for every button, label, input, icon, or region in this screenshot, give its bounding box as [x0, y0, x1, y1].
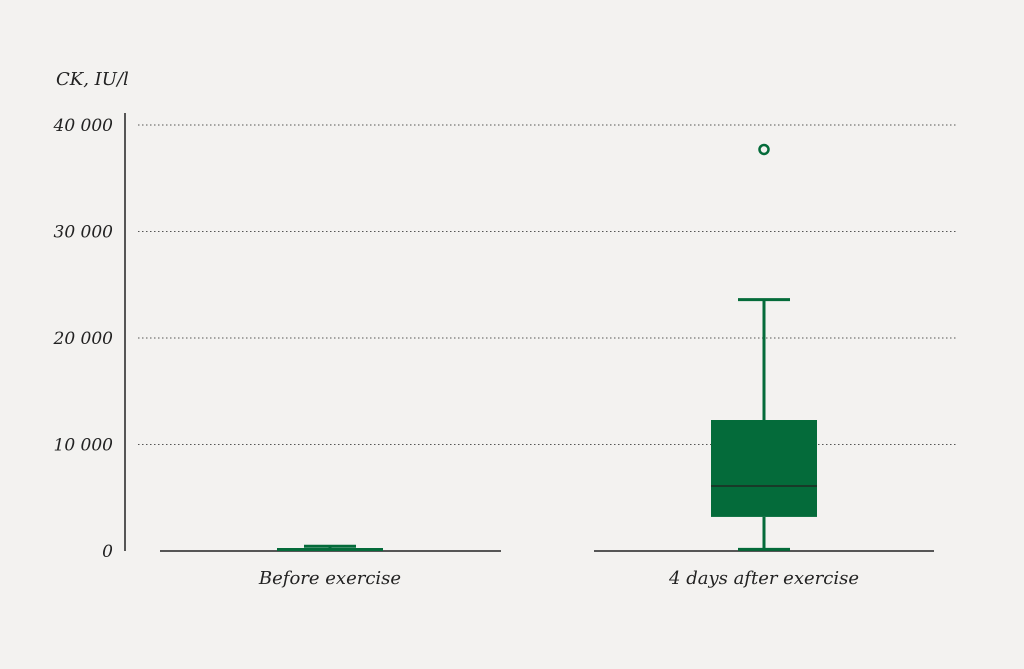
category-labels: Before exercise 4 days after exercise — [258, 568, 859, 589]
boxes — [277, 143, 817, 551]
gridlines — [138, 124, 957, 445]
y-tick-label: 0 — [102, 542, 113, 562]
y-tick-label: 10 000 — [54, 436, 114, 456]
y-tick-label: 20 000 — [53, 329, 114, 349]
y-tick-label: 30 000 — [54, 223, 114, 243]
box-group — [711, 143, 817, 551]
y-axis-label: CK, IU/l — [56, 69, 129, 90]
box-group — [277, 544, 383, 551]
category-label: 4 days after exercise — [668, 568, 859, 589]
iqr-box — [711, 420, 817, 517]
y-tick-label: 40 000 — [53, 116, 114, 136]
category-label: Before exercise — [258, 568, 401, 589]
iqr-box — [277, 548, 383, 551]
outlier-point — [758, 143, 770, 156]
y-tick-labels: 0 10 000 20 000 30 000 40 000 — [53, 116, 114, 562]
